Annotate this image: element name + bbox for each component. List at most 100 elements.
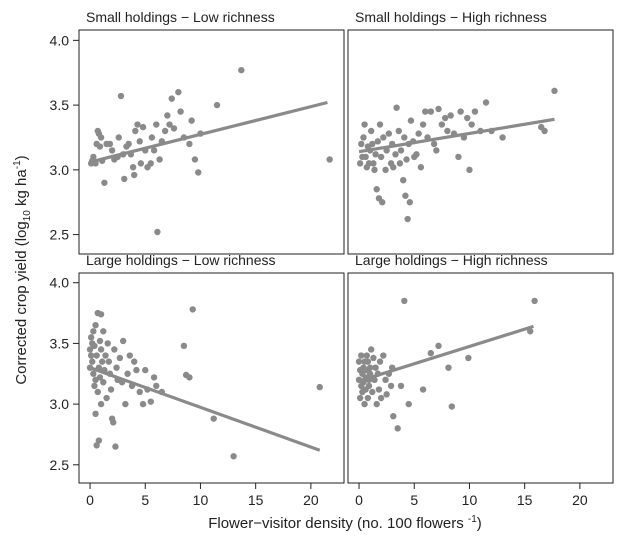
- data-point: [96, 374, 104, 381]
- x-tick-label: 5: [410, 492, 418, 508]
- fit-line: [358, 324, 534, 383]
- data-point: [95, 437, 103, 444]
- data-point: [419, 386, 427, 393]
- data-point: [111, 346, 118, 353]
- data-point: [369, 388, 376, 396]
- data-point: [100, 379, 107, 386]
- data-point: [361, 121, 368, 128]
- data-point: [471, 108, 479, 115]
- panel-title: Small holdings − High richness: [355, 9, 547, 25]
- y-tick-label: 3.0: [50, 396, 70, 412]
- x-tick-label: 0: [355, 492, 363, 508]
- data-point: [407, 117, 415, 124]
- data-point: [377, 153, 385, 161]
- data-point: [148, 134, 156, 141]
- data-point: [444, 127, 451, 135]
- data-point: [367, 127, 375, 135]
- data-point: [117, 92, 125, 100]
- data-point: [445, 364, 452, 371]
- data-point: [97, 311, 105, 318]
- data-point: [106, 140, 114, 148]
- data-point: [316, 383, 323, 391]
- data-point: [134, 121, 141, 128]
- data-point: [87, 352, 95, 359]
- data-point: [406, 199, 414, 206]
- data-point: [91, 342, 98, 350]
- data-point: [142, 366, 149, 374]
- data-point: [189, 306, 196, 313]
- data-point: [91, 382, 98, 390]
- data-point: [397, 147, 405, 154]
- data-point: [101, 179, 108, 186]
- data-point: [438, 121, 446, 128]
- data-point: [374, 138, 382, 145]
- data-point: [390, 413, 397, 420]
- data-point: [355, 358, 363, 365]
- data-point: [104, 340, 111, 347]
- data-point: [180, 342, 188, 350]
- x-tick-label: 20: [572, 492, 588, 508]
- x-tick-label: 15: [517, 492, 533, 508]
- data-point: [131, 358, 138, 365]
- data-point: [372, 151, 379, 158]
- data-point: [107, 386, 115, 393]
- x-tick-label: 0: [86, 492, 94, 508]
- x-tick-label: 5: [141, 492, 149, 508]
- data-point: [395, 127, 402, 135]
- data-point: [427, 349, 435, 357]
- data-point: [175, 88, 182, 96]
- data-point: [166, 121, 173, 128]
- data-point: [102, 352, 109, 359]
- data-point: [397, 382, 405, 390]
- panel-frame: [78, 29, 345, 255]
- data-point: [370, 160, 377, 167]
- data-point: [97, 346, 105, 353]
- data-point: [147, 398, 154, 405]
- data-point: [417, 164, 425, 171]
- data-point: [396, 160, 404, 167]
- data-point: [326, 156, 333, 163]
- y-tick-label: 3.5: [50, 335, 70, 351]
- data-point: [105, 358, 113, 365]
- data-point: [170, 125, 178, 132]
- y-axis-label-superscript: -1: [12, 160, 23, 169]
- x-tick-label: 20: [303, 492, 319, 508]
- panel-frame: [347, 29, 614, 255]
- data-point: [419, 121, 427, 128]
- data-point: [191, 156, 199, 163]
- data-point: [112, 443, 119, 450]
- data-point: [402, 192, 409, 199]
- data-point: [168, 95, 175, 102]
- data-point: [97, 400, 105, 408]
- data-point: [133, 366, 140, 374]
- data-point: [137, 160, 145, 167]
- data-point: [361, 400, 368, 408]
- panel-title: Large holdings − High richness: [355, 252, 548, 268]
- data-point: [435, 342, 442, 350]
- data-point: [394, 425, 401, 432]
- data-point: [93, 442, 100, 449]
- data-point: [372, 364, 379, 371]
- data-point: [551, 87, 558, 95]
- data-point: [90, 153, 97, 161]
- data-point: [382, 376, 389, 384]
- data-point: [122, 400, 129, 408]
- data-point: [93, 352, 100, 359]
- data-point: [103, 394, 110, 402]
- data-point: [131, 171, 138, 179]
- data-point: [448, 403, 455, 410]
- data-point: [383, 391, 390, 398]
- y-axis-label-close: ): [13, 155, 30, 160]
- data-point: [358, 352, 365, 359]
- data-point: [132, 127, 139, 135]
- data-point: [447, 112, 454, 119]
- data-point: [119, 337, 127, 345]
- data-point: [377, 394, 385, 402]
- x-axis-label: Flower−visitor density (no. 100 flowers …: [208, 514, 482, 532]
- data-point: [404, 215, 411, 223]
- data-point: [213, 101, 221, 109]
- data-point: [92, 410, 99, 418]
- data-point: [375, 386, 383, 393]
- data-point: [161, 127, 169, 135]
- x-tick-label: 10: [193, 492, 209, 508]
